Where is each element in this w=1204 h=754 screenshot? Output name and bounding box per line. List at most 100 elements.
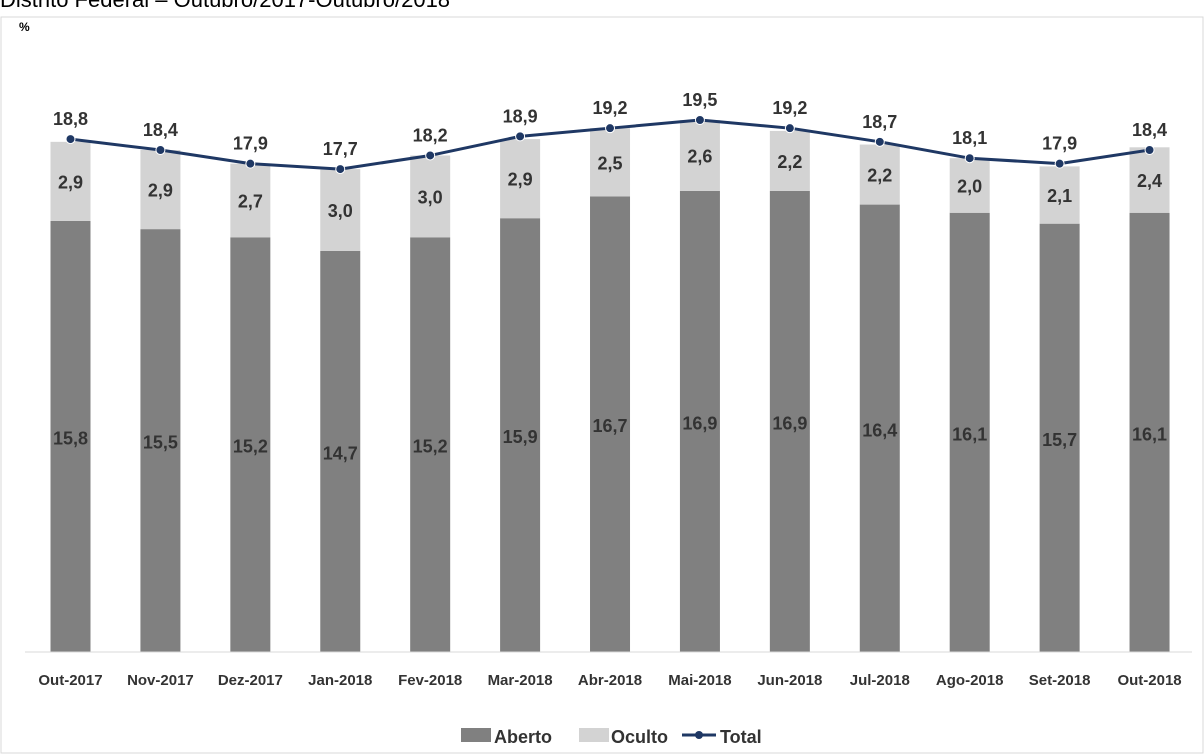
bar-aberto xyxy=(500,218,541,652)
bar-aberto xyxy=(230,237,271,653)
marker-total xyxy=(425,150,436,161)
bar-aberto xyxy=(140,229,181,652)
legend-swatch-oculto xyxy=(579,728,609,742)
bar-oculto xyxy=(1129,147,1170,213)
marker-total xyxy=(155,145,166,156)
data-label-oculto: 2,2 xyxy=(777,152,802,172)
data-label-aberto: 15,2 xyxy=(413,437,448,457)
series-total: 18,8 18,4 17,9 17,7 18,2 18,9 19,2 19,5 19,2 18,7… xyxy=(53,90,1167,175)
x-tick-label: Fev-2018 xyxy=(398,672,462,689)
legend-swatch-aberto xyxy=(461,728,491,742)
bar-oculto xyxy=(590,128,631,197)
bar-oculto xyxy=(50,141,91,221)
x-tick-label: Jul-2018 xyxy=(850,672,910,689)
unit-label: % xyxy=(19,20,30,34)
data-label-aberto: 16,1 xyxy=(1132,424,1167,444)
bar-aberto xyxy=(590,196,631,652)
x-axis-ticks: Out-2017 Nov-2017 Dez-2017 Jan-2018 Fev-2018… xyxy=(38,672,1181,689)
bar-aberto xyxy=(679,190,720,652)
data-label-oculto: 2,6 xyxy=(687,146,712,166)
bar-aberto xyxy=(1039,223,1080,652)
data-label-aberto: 15,5 xyxy=(143,433,178,453)
data-label-aberto: 16,9 xyxy=(682,413,717,433)
data-label-oculto: 2,2 xyxy=(867,166,892,186)
marker-total xyxy=(605,123,616,134)
data-label-oculto: 2,9 xyxy=(148,181,173,201)
bar-oculto xyxy=(500,139,541,219)
bar-oculto xyxy=(140,150,181,230)
marker-total xyxy=(515,131,526,142)
legend-label-total: Total xyxy=(720,727,762,747)
data-label-aberto: 16,7 xyxy=(592,416,627,436)
legend-label-oculto: Oculto xyxy=(611,727,668,747)
data-label-aberto: 15,9 xyxy=(503,427,538,447)
x-tick-label: Mai-2018 xyxy=(668,672,731,689)
bar-aberto xyxy=(1129,212,1170,652)
marker-total xyxy=(65,134,76,145)
bar-oculto xyxy=(949,158,990,213)
data-label-total: 17,7 xyxy=(323,139,358,159)
bar-oculto xyxy=(769,130,810,191)
x-tick-label: Set-2018 xyxy=(1029,672,1091,689)
data-label-total: 18,9 xyxy=(503,106,538,126)
bar-aberto xyxy=(320,250,361,652)
data-label-oculto: 2,9 xyxy=(58,172,83,192)
data-label-aberto: 16,9 xyxy=(772,413,807,433)
data-label-total: 18,4 xyxy=(143,120,178,140)
data-label-total: 18,4 xyxy=(1132,120,1167,140)
data-label-oculto: 3,0 xyxy=(328,201,353,221)
marker-total xyxy=(964,153,975,164)
legend: Aberto Oculto Total xyxy=(461,727,762,747)
data-label-oculto: 2,9 xyxy=(508,170,533,190)
series-aberto: 15,8 15,5 15,2 14,7 15,2 15,9 16,7 16,9 16,9 16,4… xyxy=(50,190,1170,653)
data-label-total: 17,9 xyxy=(1042,134,1077,154)
data-label-total: 18,8 xyxy=(53,109,88,129)
bar-aberto xyxy=(410,237,451,653)
data-label-oculto: 2,7 xyxy=(238,191,263,211)
marker-total xyxy=(1054,158,1065,169)
chart-title: Distrito Federal – Outubro/2017-Outubro/… xyxy=(0,0,450,13)
data-label-aberto: 16,4 xyxy=(862,420,897,440)
x-tick-label: Ago-2018 xyxy=(936,672,1004,689)
marker-total xyxy=(245,158,256,169)
data-label-aberto: 16,1 xyxy=(952,424,987,444)
bar-oculto xyxy=(679,120,720,191)
bar-aberto xyxy=(949,212,990,652)
bar-oculto xyxy=(410,155,451,238)
data-label-total: 19,2 xyxy=(772,98,807,118)
marker-total xyxy=(874,136,885,147)
series-oculto: 2,9 2,9 2,7 3,0 3,0 2,9 2,5 2,6 2,2 2,2 2,0 2,1 2,4 xyxy=(50,120,1170,251)
x-tick-label: Out-2017 xyxy=(38,672,102,689)
data-label-total: 19,5 xyxy=(682,90,717,110)
legend-label-aberto: Aberto xyxy=(494,727,552,747)
x-tick-label: Mar-2018 xyxy=(488,672,553,689)
data-label-oculto: 2,4 xyxy=(1137,171,1162,191)
chart-area-border xyxy=(0,16,1204,754)
x-tick-label: Abr-2018 xyxy=(578,672,642,689)
data-label-total: 18,2 xyxy=(413,125,448,145)
x-tick-label: Jun-2018 xyxy=(757,672,822,689)
data-label-total: 17,9 xyxy=(233,134,268,154)
data-label-total: 18,7 xyxy=(862,112,897,132)
data-label-aberto: 15,7 xyxy=(1042,430,1077,450)
marker-total xyxy=(335,164,346,175)
bar-oculto xyxy=(859,144,900,205)
marker-total xyxy=(784,123,795,134)
bar-oculto xyxy=(1039,166,1080,224)
data-label-aberto: 14,7 xyxy=(323,443,358,463)
data-label-oculto: 2,1 xyxy=(1047,186,1072,206)
bar-oculto xyxy=(320,169,361,251)
data-label-aberto: 15,8 xyxy=(53,428,88,448)
data-label-total: 19,2 xyxy=(592,98,627,118)
x-tick-label: Dez-2017 xyxy=(218,672,283,689)
data-label-oculto: 2,5 xyxy=(598,153,623,173)
data-label-oculto: 3,0 xyxy=(418,187,443,207)
x-tick-label: Out-2018 xyxy=(1117,672,1181,689)
x-tick-label: Jan-2018 xyxy=(308,672,372,689)
x-tick-label: Nov-2017 xyxy=(127,672,194,689)
marker-total xyxy=(1144,145,1155,156)
data-label-total: 18,1 xyxy=(952,128,987,148)
data-label-oculto: 2,0 xyxy=(957,176,982,196)
bar-aberto xyxy=(769,190,810,652)
